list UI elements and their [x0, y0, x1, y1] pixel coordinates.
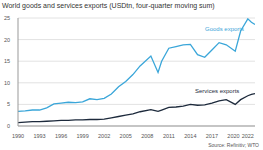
svg-text:2014: 2014 — [184, 133, 196, 138]
svg-text:15: 15 — [8, 58, 10, 64]
svg-text:2005: 2005 — [120, 133, 132, 138]
svg-text:2022: 2022 — [242, 133, 254, 138]
svg-text:1996: 1996 — [55, 133, 67, 138]
svg-text:1993: 1993 — [33, 133, 45, 138]
svg-text:2020: 2020 — [227, 133, 239, 138]
html-text:Source: Refinitiv; WTO: Source: Refinitiv; WTO — [208, 142, 259, 148]
svg-text:0: 0 — [8, 123, 10, 129]
svg-text:25: 25 — [8, 15, 10, 21]
svg-text:5: 5 — [8, 101, 10, 107]
svg-text:2017: 2017 — [206, 133, 218, 138]
svg-text:2008: 2008 — [141, 133, 153, 138]
svg-text:10: 10 — [8, 80, 10, 86]
svg-text:1999: 1999 — [77, 133, 89, 138]
svg-text:2002: 2002 — [98, 133, 110, 138]
html-text:Services exports: Services exports — [195, 88, 240, 94]
html-text:World goods and services expor: World goods and services exports (USDtn,… — [2, 2, 215, 9]
svg-text:20: 20 — [8, 37, 10, 43]
html-text:Goods exports: Goods exports — [205, 26, 244, 32]
svg-text:2011: 2011 — [163, 133, 175, 138]
svg-text:1990: 1990 — [12, 133, 24, 138]
